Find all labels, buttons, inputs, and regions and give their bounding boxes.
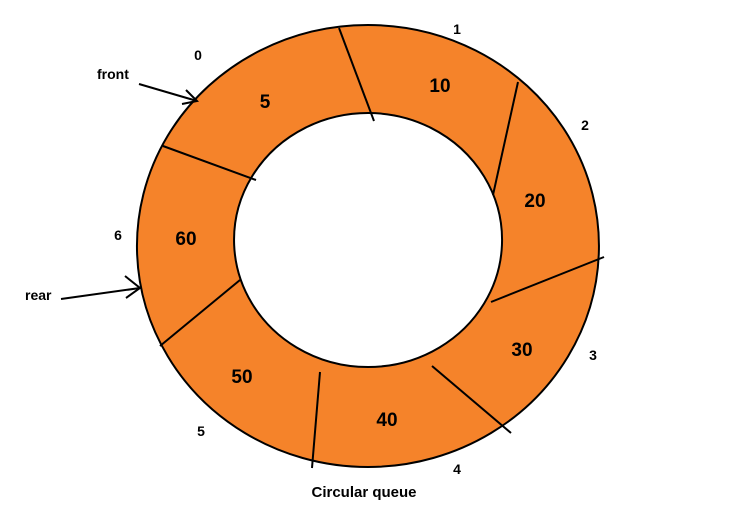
segment-index-3: 3 (589, 347, 597, 363)
divider-2-3 (490, 256, 605, 303)
segment-value-0: 5 (260, 92, 271, 113)
diagram-caption: Circular queue (311, 484, 416, 501)
divider-0-1 (338, 27, 375, 122)
divider-1-2 (492, 81, 519, 196)
divider-5-6 (159, 279, 241, 347)
front-label: front (97, 66, 129, 82)
segment-dividers (159, 27, 605, 469)
segment-value-4: 40 (376, 410, 397, 431)
segment-index-1: 1 (453, 21, 461, 37)
segment-value-2: 20 (524, 191, 545, 212)
rear-arrow-head (124, 275, 142, 299)
front-arrow-head (181, 89, 200, 105)
divider-3-4 (431, 365, 512, 434)
segment-value-3: 30 (511, 340, 532, 361)
segment-indices: 0 1 2 3 4 5 6 (114, 21, 597, 477)
segment-index-5: 5 (197, 423, 205, 439)
segment-index-0: 0 (194, 47, 202, 63)
segment-index-4: 4 (453, 461, 461, 477)
segment-value-1: 10 (429, 76, 450, 97)
segment-index-6: 6 (114, 227, 122, 243)
front-pointer: front (97, 66, 200, 105)
front-arrow-shaft (138, 83, 198, 102)
queue-ring (135, 24, 600, 468)
segment-index-2: 2 (581, 117, 589, 133)
segment-value-6: 60 (175, 229, 196, 250)
segment-values: 5 10 20 30 40 50 60 (175, 76, 545, 431)
rear-arrow-shaft (60, 287, 141, 300)
segment-value-5: 50 (231, 367, 252, 388)
rear-pointer: rear (25, 275, 142, 303)
divider-4-5 (311, 371, 321, 469)
rear-label: rear (25, 287, 52, 303)
divider-6-0 (162, 145, 257, 181)
